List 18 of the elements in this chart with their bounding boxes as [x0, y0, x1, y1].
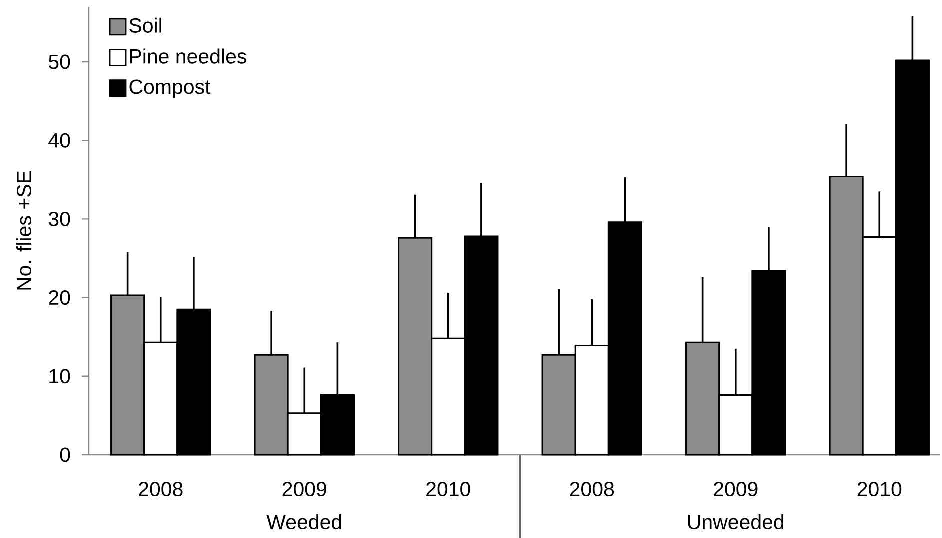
y-tick-label: 0 [60, 448, 70, 462]
legend-label: Soil [130, 18, 162, 33]
y-axis-title: No. flies +SE [16, 171, 32, 290]
x-tick-label: 2008 [570, 482, 614, 497]
y-tick-label: 10 [50, 369, 70, 384]
y-tick-label: 30 [48, 212, 70, 226]
x-tick-label: 2009 [282, 482, 326, 497]
legend-label: Compost [130, 80, 211, 98]
y-tick-label: 20 [49, 290, 70, 306]
legend-label: Pine needles [130, 48, 246, 64]
x-tick-label: 2008 [139, 482, 183, 497]
x-tick-label: 2010 [426, 482, 470, 497]
y-tick-label: 50 [48, 54, 70, 70]
y-tick-label: 40 [48, 133, 70, 148]
x-tick-label: 2010 [858, 482, 902, 497]
text: Weeded [266, 514, 342, 530]
text: Unweeded [688, 514, 784, 530]
x-tick-label: 2009 [714, 482, 758, 497]
